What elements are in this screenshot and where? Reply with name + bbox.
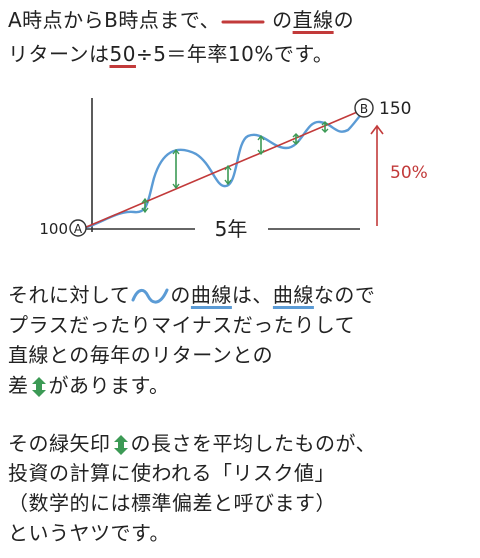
return-diagram: A 100 B 150 50% 5年 [39, 98, 428, 241]
body-curve-1: 曲線 [190, 283, 232, 307]
header-text-e: リターンは [8, 42, 110, 66]
header-line-1: A時点からB時点まで、 の直線の [8, 10, 354, 30]
body-line-8: というヤツです。 [8, 521, 170, 545]
body-text-4b: があります。 [48, 373, 170, 398]
body-curve-2: 曲線 [272, 283, 314, 307]
body-line-3: 直線との毎年のリターンとの [8, 343, 274, 367]
end-value: 150 [379, 99, 411, 119]
body-text-1a: それに対して [8, 283, 131, 307]
period-label: 5年 [215, 217, 248, 241]
header-text-a: A時点からB時点まで、 [8, 8, 221, 32]
header-text-f: ÷5＝年率10%です。 [135, 42, 334, 66]
header-straight-line: 直線 [292, 8, 334, 32]
growth-label: 50% [390, 163, 428, 183]
body-line-4: 差があります。 [8, 375, 170, 399]
body-text-1d: は、 [231, 283, 273, 307]
body-line-6: 投資の計算に使われる「リスク値」 [8, 461, 335, 485]
start-value: 100 [39, 220, 68, 238]
wave-icon [131, 288, 169, 303]
straight-line [83, 109, 363, 229]
body-line-1: それに対して の曲線は、曲線なので [8, 285, 375, 308]
marker-a-label: A [74, 222, 83, 236]
header-line-2: リターンは50÷5＝年率10%です。 [8, 44, 333, 64]
body-text-4a: 差 [8, 373, 29, 398]
marker-a [69, 219, 87, 237]
difference-arrows [144, 122, 326, 212]
body-text-5b: の長さを平均したものが、 [130, 431, 377, 456]
green-double-arrow-icon [31, 377, 46, 397]
red-line-icon [221, 20, 265, 23]
header-text-d: の [333, 8, 355, 32]
body-line-2: プラスだったりマイナスだったりして [8, 313, 356, 337]
green-double-arrow-icon [113, 435, 128, 455]
body-text-1f: なので [313, 283, 376, 307]
header-text-b: の [272, 8, 293, 32]
marker-b [354, 98, 374, 118]
body-text-1b: の [170, 283, 191, 307]
body-line-7: （数学的には標準偏差と呼びます） [8, 491, 336, 515]
body-text-5a: その緑矢印 [8, 431, 111, 456]
marker-b-label: B [360, 102, 368, 116]
body-line-5: その緑矢印 の長さを平均したものが、 [8, 433, 376, 457]
header-fifty: 50 [109, 42, 136, 66]
